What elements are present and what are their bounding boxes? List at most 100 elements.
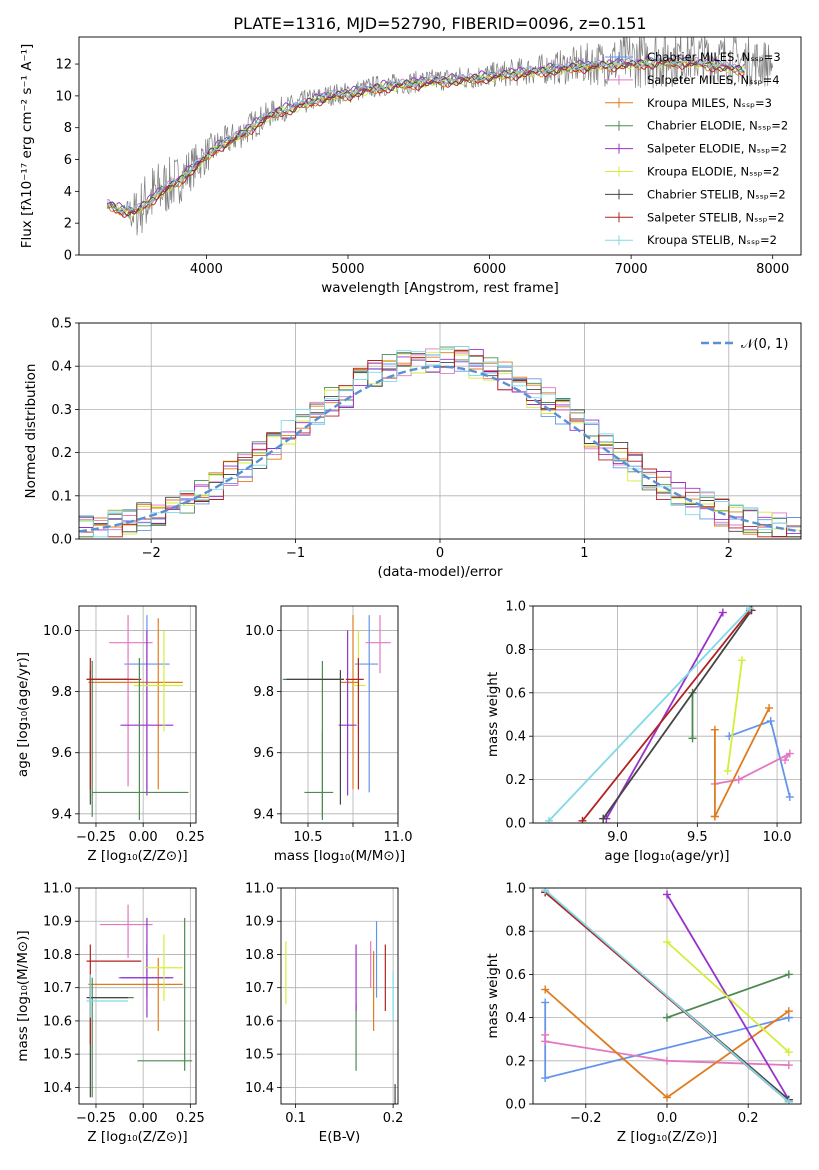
- series-marker-4: [663, 890, 671, 899]
- legend-label-6: Chabrier STELIB, Nₛₛₚ=2: [647, 187, 786, 201]
- y-tick-label: 2: [64, 217, 72, 232]
- legend-label-1: Salpeter MILES, Nₛₛₚ=4: [647, 73, 780, 87]
- errorbar-point-9: [86, 974, 129, 1018]
- x-tick-label: 10.0: [763, 830, 792, 845]
- y-tick-label: 0.0: [505, 817, 526, 832]
- plot-area: [86, 904, 193, 1098]
- y-tick-label: 10.9: [43, 915, 72, 930]
- x-tick-label: −0.25: [76, 1111, 116, 1126]
- series-marker-9: [544, 816, 553, 823]
- y-tick-label: 11.0: [43, 882, 72, 897]
- histogram-8: [79, 346, 801, 538]
- chart-age-vs-mass: 10.5 11.0 9.4 9.6 9.8 10.0 mass [log₁₀(M/M⊙)]: [245, 605, 412, 864]
- y-tick-label: 0.4: [505, 730, 526, 745]
- y-tick-label: 8: [64, 121, 72, 136]
- series-marker-0: [541, 1074, 550, 1083]
- y-tick-label: 10.0: [43, 624, 72, 639]
- errorbar-point-6: [286, 670, 344, 805]
- y-tick-label: 10.0: [245, 624, 274, 639]
- series-marker-3: [710, 812, 719, 821]
- chart-massweight-vs-age: 9.0 9.5 10.0 0.0 0.2 0.4 0.6 0.8 1.0 age [log₁₀(a…: [485, 600, 802, 864]
- plot-area: [79, 346, 801, 538]
- series-line-1: [714, 752, 791, 785]
- series-marker-2: [663, 1093, 671, 1102]
- axes-frame: [78, 605, 197, 824]
- y-tick-label: 0.1: [51, 489, 72, 504]
- x-tick-label: 0.1: [285, 1111, 306, 1126]
- errorbar-point-5: [353, 630, 366, 732]
- x-tick-label: 10.5: [294, 830, 323, 845]
- x-tick-label: 5000: [331, 262, 364, 277]
- series-line-5: [605, 612, 724, 820]
- y-tick-label: 0.2: [51, 446, 72, 461]
- y-axis-label: mass weight: [485, 953, 501, 1038]
- x-tick-label: 2: [725, 546, 733, 561]
- y-tick-label: 0.0: [51, 533, 72, 548]
- series-marker-3: [663, 1013, 671, 1022]
- errorbar-point-2: [340, 615, 359, 790]
- y-tick-label: 10: [55, 89, 72, 104]
- chart-residuals: −2 −1 0 1 2 0.0 0.1 0.2 0.3 0.4 0.5 (data-model)/er…: [23, 317, 802, 580]
- series-marker-5: [663, 938, 671, 946]
- x-axis-label: mass [log₁₀(M/M⊙)]: [274, 848, 405, 864]
- series-marker-1: [734, 775, 743, 784]
- series-line-9: [548, 607, 751, 822]
- y-tick-label: 0.3: [51, 403, 72, 418]
- x-tick-label: 4000: [190, 262, 223, 277]
- errorbar-point-3: [88, 977, 134, 1098]
- x-tick-label: 0.2: [383, 1111, 404, 1126]
- x-tick-label: −2: [142, 546, 161, 561]
- series-marker-0: [541, 998, 550, 1007]
- series-line-8: [544, 889, 790, 1103]
- y-tick-label: 10.5: [43, 1048, 72, 1063]
- x-tick-label: −0.2: [570, 1111, 602, 1126]
- x-axis-label: Z [log₁₀(Z/Z⊙)]: [617, 1129, 717, 1145]
- plot-area: [86, 615, 189, 820]
- series-marker-0: [785, 792, 794, 801]
- series-marker-6: [737, 656, 746, 665]
- axes-frame: [280, 605, 399, 824]
- x-tick-label: 8000: [756, 262, 789, 277]
- x-tick-label: −0.25: [76, 830, 116, 845]
- y-axis-label: Normed distribution: [23, 364, 39, 499]
- model-line-7: [107, 60, 745, 219]
- y-tick-label: 11.0: [245, 882, 274, 897]
- y-tick-label: 10.7: [43, 981, 72, 996]
- model-line-6: [107, 57, 745, 217]
- chart-massweight-vs-z: −0.2 0.0 0.2 0.0 0.2 0.4 0.6 0.8 1.0 Z [log₁₀(Z/Z…: [485, 882, 802, 1145]
- series-line-7: [602, 609, 753, 820]
- errorbar-point-1: [109, 615, 153, 787]
- series-marker-8: [784, 1097, 793, 1104]
- legend-label-2: Kroupa MILES, Nₛₛₚ=3: [647, 96, 772, 110]
- y-tick-label: 0.2: [505, 773, 526, 788]
- plot-area: [282, 615, 391, 820]
- y-axis-label: mass weight: [485, 672, 501, 757]
- y-tick-label: 10.6: [43, 1014, 72, 1029]
- y-tick-label: 0.2: [505, 1054, 526, 1069]
- x-tick-label: 9.5: [687, 830, 708, 845]
- plot-area: [544, 606, 794, 823]
- y-tick-label: 10.9: [245, 915, 274, 930]
- errorbar-point-2: [88, 957, 183, 1031]
- y-tick-label: 0.0: [505, 1098, 526, 1113]
- series-marker-7: [599, 814, 608, 823]
- axes-frame: [78, 36, 802, 256]
- chart-spectrum: 4000 5000 6000 7000 8000 0 2 4 6 8 10 12 wavelength …: [19, 36, 802, 296]
- y-tick-label: 0.8: [505, 643, 526, 658]
- axes-frame: [78, 322, 802, 540]
- errorbar-point-7: [345, 657, 364, 790]
- series-marker-5: [718, 608, 727, 617]
- y-tick-label: 9.8: [253, 685, 274, 700]
- y-tick-label: 10.8: [43, 948, 72, 963]
- plot-area: [541, 888, 793, 1104]
- series-line-6: [726, 660, 743, 772]
- y-axis-label: Flux [fλ10⁻¹⁷ erg cm⁻² s⁻¹ A⁻¹]: [19, 44, 35, 249]
- chart-mass-vs-ebv: 0.1 0.2 10.4 10.5 10.6 10.7 10.8 10.9 11.0 E(B-V): [245, 882, 403, 1146]
- x-tick-label: 0.25: [176, 1111, 205, 1126]
- y-tick-label: 0.6: [505, 686, 526, 701]
- y-tick-label: 10.5: [245, 1048, 274, 1063]
- series-marker-2: [541, 985, 550, 994]
- x-tick-label: 0.25: [176, 830, 205, 845]
- chart-age-vs-z: −0.25 0.00 0.25 9.4 9.6 9.8 10.0 Z [log₁₀(Z/Z⊙)…: [15, 605, 205, 864]
- x-axis-label: Z [log₁₀(Z/Z⊙)]: [87, 1129, 187, 1145]
